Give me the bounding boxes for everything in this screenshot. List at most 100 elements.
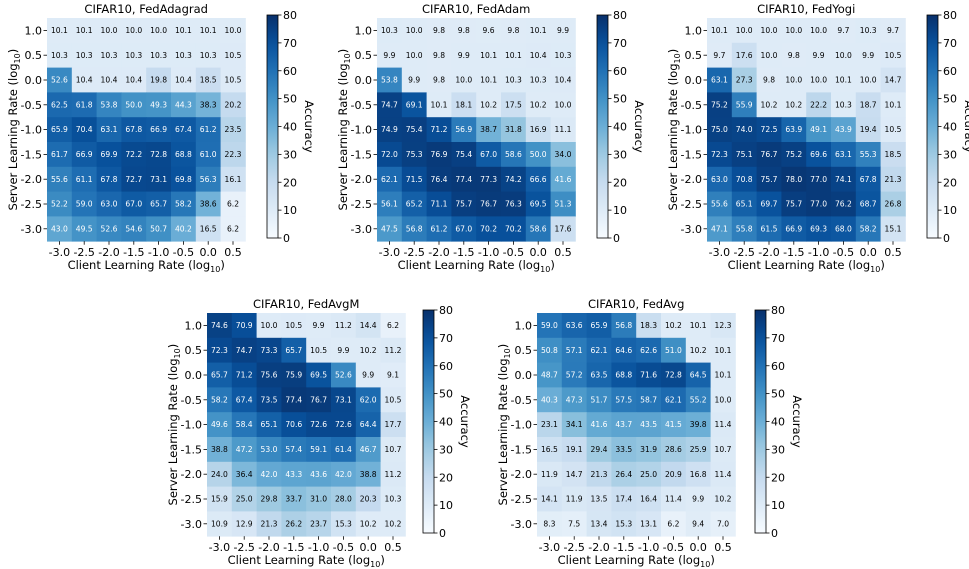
cell-value-label: 6.2 [667,519,679,528]
cell-value-label: 26.4 [615,470,632,479]
x-axis-label: Client Learning Rate (log10) [728,258,885,274]
cell-value-label: 10.5 [310,346,327,355]
cell-value-label: 72.8 [665,371,682,380]
cell-value-label: 9.8 [763,76,775,85]
cell-value-label: 10.2 [360,519,377,528]
cell-value-label: 6.2 [227,200,239,209]
cell-value-label: 10.3 [125,51,142,60]
cell-value-label: 17.4 [615,495,632,504]
cell-value-label: 51.0 [665,346,682,355]
x-tick-label: 0.5 [884,246,902,259]
colorbar-tick-label: 10 [283,204,297,217]
cell-value-label: 10.1 [200,26,217,35]
cell-value-label: 53.0 [261,445,278,454]
cell-value-label: 62.1 [665,395,682,404]
cell-value-label: 10.3 [860,26,877,35]
colorbar-tick-label: 80 [439,304,453,317]
cell-value-label: 47.2 [236,445,253,454]
x-axis-label: Client Learning Rate (log10) [68,258,225,274]
cell-value-label: 10.5 [885,125,902,134]
cell-value-label: 53.8 [381,76,398,85]
colorbar-tick-label: 80 [771,304,785,317]
y-axis-label: Server Learning Rate (log10) [6,49,22,211]
cell-value-label: 43.6 [310,470,327,479]
cell-value-label: 16.8 [690,470,707,479]
panel-title: CIFAR10, FedYogi [757,2,855,16]
cell-value-label: 44.3 [175,100,192,109]
colorbar-tick-label: 50 [283,93,297,106]
colorbar-label: Accuracy [962,100,969,153]
cell-value-label: 41.5 [665,420,682,429]
cell-value-label: 72.7 [125,175,142,184]
cell-value-label: 36.4 [236,470,253,479]
cell-value-label: 18.3 [640,321,657,330]
cell-value-label: 10.1 [690,321,707,330]
cell-value-label: 9.8 [433,26,445,35]
cell-value-label: 10.0 [406,51,423,60]
cell-value-label: 10.7 [385,445,402,454]
cell-value-label: 65.2 [406,200,423,209]
cell-value-label: 11.4 [665,495,682,504]
cell-value-label: 10.1 [715,346,732,355]
y-tick-label: -3.0 [681,223,702,236]
cell-value-label: 74.7 [381,100,398,109]
cell-value-label: 10.1 [76,26,93,35]
y-tick-label: -1.0 [511,419,532,432]
colorbar [927,15,938,238]
cell-value-label: 10.3 [101,51,118,60]
cell-value-label: 77.0 [810,175,827,184]
cell-value-label: 10.2 [385,519,402,528]
cell-value-label: 77.4 [455,175,472,184]
cell-value-label: 18.5 [200,76,217,85]
cell-value-label: 72.3 [711,150,728,159]
cell-value-label: 68.7 [860,200,877,209]
cell-value-label: 9.9 [313,321,325,330]
colorbar [755,310,766,533]
cell-value-label: 69.1 [406,100,423,109]
cell-value-label: 16.5 [541,445,558,454]
y-tick-label: 0.5 [25,49,43,62]
cell-value-label: 7.0 [717,519,729,528]
cell-value-label: 20.2 [225,100,242,109]
y-tick-label: -1.5 [511,443,532,456]
cell-value-label: 63.1 [101,125,118,134]
cell-value-label: 15.1 [885,224,902,233]
cell-value-label: 14.1 [541,495,558,504]
cell-value-label: 16.4 [640,495,657,504]
cell-value-label: 23.1 [541,420,558,429]
cell-value-label: 10.0 [125,26,142,35]
y-tick-label: -1.0 [21,124,42,137]
cell-value-label: 7.5 [568,519,580,528]
cell-value-label: 6.2 [227,224,239,233]
cell-value-label: 9.4 [692,519,704,528]
cell-value-label: 52.6 [335,371,352,380]
x-tick-label: 0.5 [384,541,402,554]
cell-value-label: 10.3 [555,51,572,60]
cell-value-label: 12.3 [715,321,732,330]
cell-value-label: 73.5 [261,395,278,404]
cell-value-label: 59.1 [310,445,327,454]
cell-value-label: 75.6 [261,371,278,380]
y-tick-label: -2.0 [351,173,372,186]
cell-value-label: 25.0 [640,470,657,479]
cell-value-label: 67.0 [480,150,497,159]
cell-value-label: 10.1 [885,100,902,109]
y-tick-label: -2.5 [681,198,702,211]
cell-value-label: 13.5 [591,495,608,504]
cell-value-label: 9.9 [862,51,874,60]
cell-value-label: 10.3 [385,495,402,504]
cell-value-label: 10.2 [530,100,547,109]
cell-value-label: 61.2 [431,224,448,233]
cell-value-label: 10.3 [835,100,852,109]
cell-value-label: 63.0 [711,175,728,184]
cell-value-label: 51.7 [591,395,608,404]
cell-value-label: 10.1 [715,371,732,380]
colorbar-tick-label: 20 [943,176,957,189]
cell-value-label: 10.4 [76,76,93,85]
cell-value-label: 9.9 [383,51,395,60]
cell-value-label: 68.8 [175,150,192,159]
cell-value-label: 17.7 [385,420,402,429]
cell-value-label: 67.8 [101,175,118,184]
cell-value-label: 31.8 [505,125,522,134]
